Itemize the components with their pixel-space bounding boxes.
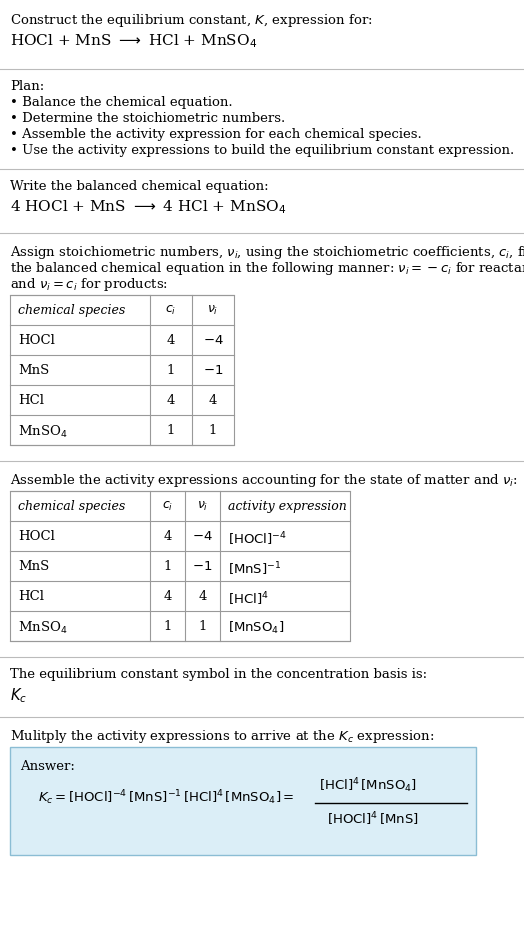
Text: $-4$: $-4$ [192,529,213,543]
Text: the balanced chemical equation in the following manner: $\nu_i = -c_i$ for react: the balanced chemical equation in the fo… [10,260,524,277]
Text: $-4$: $-4$ [203,333,223,347]
Text: $K_c = [\mathrm{HOCl}]^{-4}\,[\mathrm{MnS}]^{-1}\,[\mathrm{HCl}]^{4}\,[\mathrm{M: $K_c = [\mathrm{HOCl}]^{-4}\,[\mathrm{Mn… [38,787,294,805]
Text: 4: 4 [167,393,175,407]
FancyBboxPatch shape [10,296,234,446]
Text: 4: 4 [209,393,217,407]
Text: • Assemble the activity expression for each chemical species.: • Assemble the activity expression for e… [10,128,422,141]
Text: 1: 1 [198,620,206,632]
Text: 4: 4 [163,529,172,543]
Text: HOCl: HOCl [18,529,55,543]
Text: Construct the equilibrium constant, $K$, expression for:: Construct the equilibrium constant, $K$,… [10,12,373,29]
Text: $[\mathrm{MnSO_4}]$: $[\mathrm{MnSO_4}]$ [228,620,285,635]
FancyBboxPatch shape [10,747,476,855]
Text: HCl: HCl [18,589,44,603]
Text: Assign stoichiometric numbers, $\nu_i$, using the stoichiometric coefficients, $: Assign stoichiometric numbers, $\nu_i$, … [10,244,524,261]
Text: Answer:: Answer: [20,759,75,772]
Text: Mulitply the activity expressions to arrive at the $K_c$ expression:: Mulitply the activity expressions to arr… [10,727,434,744]
Text: MnS: MnS [18,560,49,572]
Text: 4: 4 [167,333,175,347]
Text: HCl: HCl [18,393,44,407]
Text: $\nu_i$: $\nu_i$ [208,304,219,317]
Text: • Use the activity expressions to build the equilibrium constant expression.: • Use the activity expressions to build … [10,144,514,157]
Text: 1: 1 [167,364,175,377]
Text: $K_c$: $K_c$ [10,685,27,704]
Text: $c_i$: $c_i$ [166,304,177,317]
Text: HOCl + MnS $\longrightarrow$ HCl + MnSO$_4$: HOCl + MnS $\longrightarrow$ HCl + MnSO$… [10,32,257,50]
Text: 1: 1 [167,424,175,437]
Text: $[\mathrm{HCl}]^{4}\,[\mathrm{MnSO_4}]$: $[\mathrm{HCl}]^{4}\,[\mathrm{MnSO_4}]$ [319,775,417,794]
Text: $-1$: $-1$ [203,364,223,377]
Text: • Determine the stoichiometric numbers.: • Determine the stoichiometric numbers. [10,112,285,125]
Text: The equilibrium constant symbol in the concentration basis is:: The equilibrium constant symbol in the c… [10,667,427,681]
Text: 4: 4 [198,589,206,603]
Text: MnSO$_4$: MnSO$_4$ [18,424,68,440]
Text: 4 HOCl + MnS $\longrightarrow$ 4 HCl + MnSO$_4$: 4 HOCl + MnS $\longrightarrow$ 4 HCl + M… [10,198,286,215]
Text: Write the balanced chemical equation:: Write the balanced chemical equation: [10,180,269,193]
Text: Assemble the activity expressions accounting for the state of matter and $\nu_i$: Assemble the activity expressions accoun… [10,471,518,488]
Text: 4: 4 [163,589,172,603]
Text: 1: 1 [209,424,217,437]
Text: activity expression: activity expression [228,500,347,512]
Text: $c_i$: $c_i$ [162,500,173,512]
Text: $-1$: $-1$ [192,560,213,572]
Text: Plan:: Plan: [10,80,44,93]
Text: and $\nu_i = c_i$ for products:: and $\nu_i = c_i$ for products: [10,276,168,292]
Text: 1: 1 [163,560,172,572]
Text: MnS: MnS [18,364,49,377]
Text: $[\mathrm{MnS}]^{-1}$: $[\mathrm{MnS}]^{-1}$ [228,560,281,577]
Text: $[\mathrm{HOCl}]^{4}\,[\mathrm{MnS}]$: $[\mathrm{HOCl}]^{4}\,[\mathrm{MnS}]$ [327,809,419,826]
Text: chemical species: chemical species [18,304,125,317]
Text: HOCl: HOCl [18,333,55,347]
Text: MnSO$_4$: MnSO$_4$ [18,620,68,635]
FancyBboxPatch shape [10,491,350,642]
Text: chemical species: chemical species [18,500,125,512]
Text: $\nu_i$: $\nu_i$ [197,500,208,512]
Text: 1: 1 [163,620,172,632]
Text: $[\mathrm{HCl}]^{4}$: $[\mathrm{HCl}]^{4}$ [228,589,269,607]
Text: • Balance the chemical equation.: • Balance the chemical equation. [10,96,233,109]
Text: $[\mathrm{HOCl}]^{-4}$: $[\mathrm{HOCl}]^{-4}$ [228,529,287,547]
